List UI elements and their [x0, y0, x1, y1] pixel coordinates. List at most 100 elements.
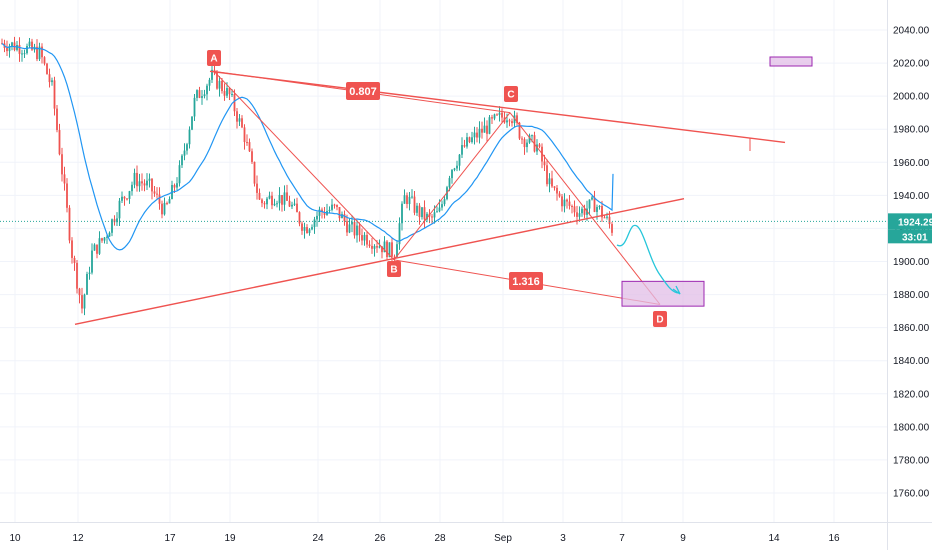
- candle-body: [546, 165, 548, 185]
- candle-body: [76, 262, 78, 289]
- point-label: D: [656, 315, 663, 326]
- price-tick-label: 1780.00: [893, 455, 930, 466]
- candle-body: [223, 91, 226, 96]
- candle-body: [101, 238, 103, 241]
- candle-body: [253, 161, 256, 184]
- candle-body: [201, 96, 203, 98]
- time-tick-label: 9: [680, 533, 686, 544]
- time-tick-label: 17: [164, 533, 176, 544]
- candle-body: [78, 288, 81, 296]
- candle-body: [603, 217, 606, 219]
- candle-body: [166, 202, 168, 204]
- candle-body: [283, 192, 286, 205]
- candle-body: [118, 200, 121, 219]
- candle-body: [188, 129, 191, 145]
- candle-body: [333, 204, 336, 206]
- candle-body: [331, 204, 333, 210]
- candle-body: [121, 196, 123, 201]
- candle-body: [388, 242, 391, 258]
- time-tick-label: 19: [224, 533, 236, 544]
- candle-body: [306, 227, 308, 234]
- candle-body: [328, 209, 331, 212]
- candle-body: [251, 151, 253, 162]
- chart-grid: [0, 0, 887, 522]
- price-tick-label: 2020.00: [893, 59, 930, 70]
- candle-body: [228, 88, 231, 95]
- moving-average-path: [1, 42, 614, 251]
- projection-path: [616, 224, 680, 294]
- candle-body: [338, 206, 341, 219]
- candle-body: [571, 206, 573, 208]
- candle-body: [263, 203, 266, 205]
- candle-body: [173, 185, 176, 188]
- candle-body: [268, 195, 271, 199]
- candle-body: [401, 203, 403, 224]
- candle-body: [453, 168, 456, 170]
- candle-body: [136, 172, 138, 187]
- candle-body: [21, 53, 23, 55]
- candle-body: [438, 207, 441, 212]
- lower-trendline: [74, 197, 685, 326]
- candle-body: [303, 227, 306, 231]
- candle-body: [561, 196, 563, 207]
- candle-body: [368, 244, 371, 246]
- candle-body: [496, 114, 498, 116]
- candle-body: [511, 121, 513, 124]
- candle-body: [83, 294, 86, 309]
- candle-body: [131, 184, 133, 192]
- candle-body: [261, 199, 263, 204]
- candle-body: [506, 120, 508, 123]
- candle-body: [353, 221, 356, 236]
- candle-body: [406, 195, 408, 205]
- candle-body: [111, 219, 113, 233]
- candle-body: [386, 241, 388, 258]
- candle-body: [548, 178, 551, 185]
- candle-body: [598, 205, 601, 208]
- candle-body: [288, 200, 291, 207]
- current-price-tag: [888, 213, 932, 230]
- candle-body: [206, 85, 208, 95]
- candle-body: [211, 69, 213, 80]
- price-tick-label: 1760.00: [893, 489, 930, 500]
- price-tick-label: 1800.00: [893, 422, 930, 433]
- candle-body: [551, 178, 553, 187]
- candle-body: [426, 213, 428, 220]
- candle-body: [291, 204, 293, 207]
- candle-body: [433, 212, 436, 218]
- candle-body: [556, 187, 558, 194]
- projection-arrowhead: [672, 285, 681, 295]
- candle-body: [156, 193, 158, 195]
- candle-body: [441, 204, 443, 208]
- candle-body: [168, 199, 171, 204]
- candle-body: [403, 195, 406, 204]
- candle-body: [498, 112, 501, 115]
- candle-body: [411, 196, 413, 198]
- candle-body: [318, 209, 321, 216]
- candle-body: [286, 192, 288, 201]
- candle-body: [271, 195, 273, 206]
- candle-body: [161, 203, 163, 215]
- candle-body: [51, 80, 53, 83]
- candle-body: [86, 273, 88, 295]
- candle-body: [18, 44, 21, 54]
- candle-body: [376, 246, 378, 248]
- candle-body: [148, 178, 151, 181]
- candle-body: [596, 207, 598, 212]
- candle-body: [81, 295, 83, 309]
- pattern-drawings: A B C D 0.807 1.316: [0, 50, 887, 327]
- candle-body: [273, 203, 276, 206]
- time-tick-label: 7: [619, 533, 625, 544]
- price-tick-label: 1900.00: [893, 257, 930, 268]
- time-tick-label: 12: [72, 533, 84, 544]
- time-tick-label: Sep: [494, 533, 512, 544]
- price-axis: 2040.00 2020.00 2000.00 1980.00 1960.00 1940.…: [887, 0, 932, 550]
- candle-body: [313, 219, 316, 228]
- price-tick-label: 1820.00: [893, 389, 930, 400]
- candle-body: [43, 57, 46, 64]
- candle-body: [423, 207, 426, 220]
- candle-body: [363, 234, 366, 241]
- candle-body: [573, 206, 576, 213]
- candle-body: [361, 235, 363, 241]
- candle-body: [351, 221, 353, 225]
- candle-body: [123, 196, 126, 199]
